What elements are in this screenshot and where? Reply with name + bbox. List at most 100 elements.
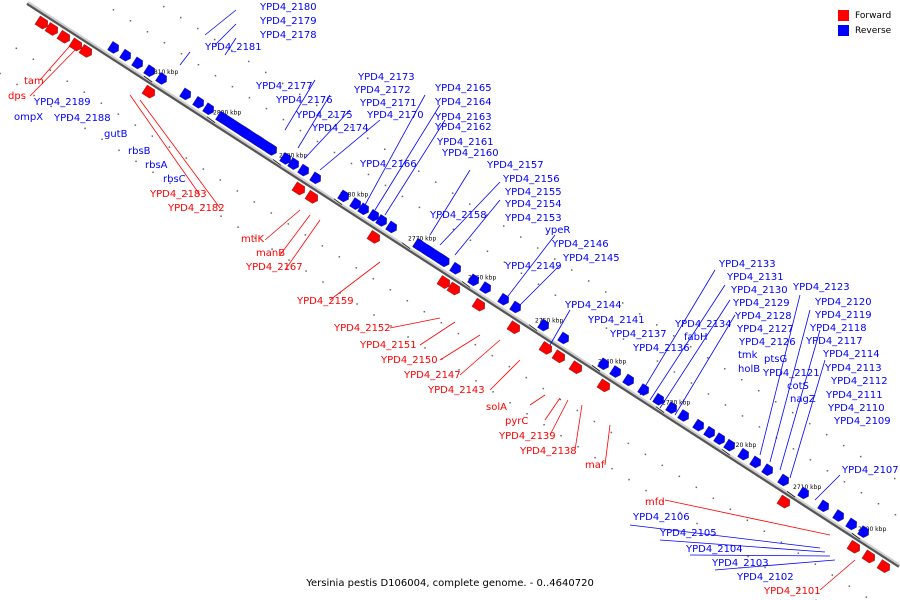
track-dot	[185, 157, 188, 159]
track-dot	[135, 160, 137, 163]
forward-gene	[506, 320, 520, 335]
track-dot	[271, 248, 273, 250]
track-dot	[118, 149, 120, 152]
track-dot	[537, 283, 540, 285]
reverse-gene-label: YPD4_2114	[822, 349, 880, 360]
legend-swatch-reverse	[838, 25, 849, 36]
track-dot	[321, 245, 324, 247]
track-dot	[299, 129, 302, 132]
forward-connector	[129, 94, 201, 196]
reverse-gene	[692, 418, 704, 432]
reverse-gene	[349, 197, 361, 210]
reverse-gene-label: YPD4_2105	[659, 528, 717, 539]
reverse-gene	[297, 163, 309, 177]
reverse-gene	[107, 41, 119, 54]
reverse-gene-label: YPD4_2181	[204, 42, 262, 53]
track-dot	[230, 49, 233, 52]
reverse-gene-large	[412, 238, 450, 268]
forward-gene-label: mfd	[645, 497, 665, 508]
track-dot	[315, 104, 318, 107]
track-dot	[611, 467, 613, 470]
reverse-gene-label: rbsB	[128, 146, 151, 157]
reverse-connector	[779, 329, 821, 471]
track-dot	[876, 466, 879, 469]
reverse-gene	[737, 447, 749, 461]
reverse-gene-label: YPD4_2103	[711, 558, 769, 569]
track-dot	[213, 38, 216, 41]
track-dot	[373, 314, 375, 316]
reverse-gene	[357, 202, 369, 216]
forward-gene	[776, 494, 790, 509]
tick-mark	[851, 532, 861, 540]
reverse-gene	[537, 318, 549, 332]
reverse-connector	[549, 309, 571, 346]
track-dot	[281, 82, 284, 85]
track-dot	[458, 369, 460, 371]
reverse-gene-label: YPD4_2134	[674, 319, 732, 330]
reverse-gene-label: YPD4_2137	[609, 329, 667, 340]
reverse-gene-label: YPD4_2180	[259, 2, 317, 13]
track-dot	[339, 292, 341, 294]
reverse-gene-label: ptsG	[764, 354, 787, 365]
track-dot	[746, 519, 749, 522]
reverse-connector	[814, 474, 841, 501]
reverse-gene	[509, 300, 521, 314]
track-dot	[808, 422, 811, 425]
reverse-gene-large	[221, 114, 275, 155]
tick-label: 2790 kbp	[279, 152, 307, 159]
track-dot	[486, 250, 489, 253]
reverse-gene	[652, 392, 664, 406]
reverse-gene	[817, 499, 829, 513]
reverse-connector	[364, 94, 426, 206]
reverse-connector	[454, 199, 501, 256]
track-dot	[406, 299, 409, 302]
forward-gene	[861, 549, 875, 564]
reverse-gene-label: gutB	[104, 129, 128, 140]
track-dot	[560, 434, 562, 437]
forward-connector	[529, 394, 546, 406]
forward-connector	[489, 359, 521, 391]
track-dot	[877, 502, 880, 505]
track-dot	[588, 316, 591, 318]
track-dot	[151, 135, 154, 137]
reverse-gene-label: YPD4_2120	[814, 297, 872, 308]
track-dot	[842, 444, 845, 447]
track-dot	[254, 237, 256, 239]
legend-swatch-forward	[838, 10, 849, 21]
track-dot	[797, 552, 800, 554]
track-dot	[627, 442, 630, 445]
track-dot	[622, 338, 625, 340]
track-dot	[814, 563, 817, 565]
track-dot	[129, 20, 132, 22]
track-dot	[457, 332, 460, 335]
genome-caption: Yersinia pestis D106004, complete genome…	[306, 578, 594, 589]
track-dot	[604, 291, 607, 293]
track-dot	[101, 138, 103, 141]
forward-gene	[436, 275, 450, 289]
track-dot	[350, 162, 353, 165]
track-dot	[791, 411, 794, 414]
reverse-gene	[367, 208, 379, 222]
reverse-gene-label: YPD4_2113	[824, 363, 882, 374]
reverse-connector	[674, 314, 736, 416]
forward-gene-label: pyrC	[505, 416, 528, 427]
forward-gene-label: YPD4_2147	[403, 370, 461, 381]
forward-gene	[366, 230, 380, 244]
track-dot	[168, 146, 171, 148]
track-dot	[826, 470, 829, 472]
track-dot	[707, 393, 710, 395]
reverse-gene-label: YPD4_2117	[805, 336, 863, 347]
forward-gene	[446, 281, 460, 296]
reverse-gene-label: YPD4_2146	[551, 239, 609, 250]
forward-gene	[538, 341, 552, 355]
forward-gene	[56, 29, 70, 44]
track-dot	[390, 325, 392, 327]
reverse-gene	[131, 56, 143, 70]
reverse-gene-label: YPD4_2106	[632, 512, 690, 523]
reverse-connector	[789, 359, 826, 479]
track-dot	[202, 168, 205, 170]
forward-gene-label: YPD4_2159	[296, 296, 354, 307]
reverse-gene-label: YPD4_2145	[562, 253, 620, 264]
track-dot	[333, 151, 336, 154]
track-dot	[723, 368, 726, 370]
